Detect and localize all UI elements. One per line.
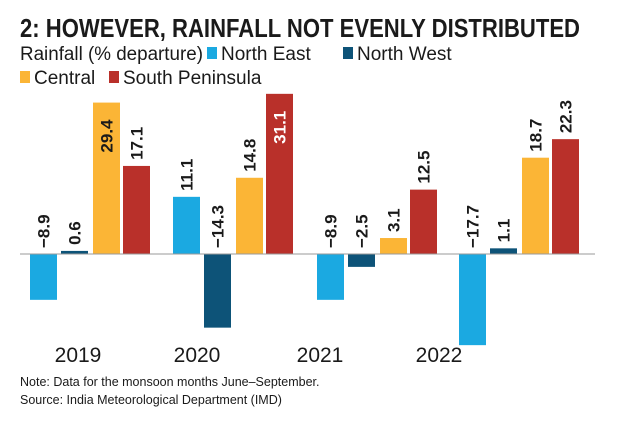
bar xyxy=(236,177,263,254)
bar xyxy=(266,93,293,255)
data-label: 11.1 xyxy=(178,159,197,191)
data-label: −8.9 xyxy=(35,214,54,248)
data-label: 29.4 xyxy=(98,119,117,153)
bar xyxy=(61,250,88,254)
bar xyxy=(173,196,200,254)
bar xyxy=(459,254,486,346)
data-label: 0.6 xyxy=(66,221,85,245)
data-label: 22.3 xyxy=(557,100,576,133)
data-label: 18.7 xyxy=(527,119,546,152)
bars: −8.9 0.6 29.4 17.1 11.1 −14.3 14.8 31.1 −8.9 −2.5… xyxy=(30,93,579,346)
bar xyxy=(204,254,231,328)
bar xyxy=(380,238,407,254)
x-tick-label: 2019 xyxy=(55,344,102,367)
bar xyxy=(552,139,579,254)
bar xyxy=(123,165,150,254)
bar xyxy=(93,102,120,254)
x-tick-label: 2020 xyxy=(174,344,221,367)
legend-label: South Peninsula xyxy=(123,68,262,89)
x-tick-label: 2022 xyxy=(416,344,463,367)
legend-label: North East xyxy=(221,44,311,65)
data-label: −8.9 xyxy=(322,214,341,248)
x-tick-label: 2021 xyxy=(297,344,344,367)
x-axis-labels: 2019 2020 2021 2022 xyxy=(55,344,463,367)
data-label: 12.5 xyxy=(415,151,434,184)
source-text: Source: India Meteorological Department … xyxy=(20,393,282,407)
bar xyxy=(490,248,517,254)
bar xyxy=(410,189,437,254)
legend-label: Central xyxy=(34,68,95,89)
legend-swatch xyxy=(207,47,217,59)
bar xyxy=(348,254,375,267)
legend: North East North West Central South Peninsu… xyxy=(20,44,452,89)
data-label: 17.1 xyxy=(128,127,147,160)
data-label: 1.1 xyxy=(495,219,514,243)
legend-swatch xyxy=(109,71,119,83)
legend-swatch xyxy=(343,47,353,59)
data-label: 14.8 xyxy=(241,139,260,172)
bar xyxy=(317,254,344,300)
y-axis-label: Rainfall (% departure) xyxy=(20,44,203,65)
data-label: −2.5 xyxy=(353,214,372,248)
legend-swatch xyxy=(20,71,30,83)
note-text: Note: Data for the monsoon months June–S… xyxy=(20,375,319,389)
legend-label: North West xyxy=(357,44,452,65)
data-label: 3.1 xyxy=(385,208,404,232)
data-label: 31.1 xyxy=(271,111,290,144)
chart-title: 2: HOWEVER, RAINFALL NOT EVENLY DISTRIBU… xyxy=(20,13,580,43)
data-label: −17.7 xyxy=(464,205,483,248)
bar xyxy=(30,254,57,300)
data-label: −14.3 xyxy=(209,205,228,248)
bar xyxy=(522,157,549,254)
